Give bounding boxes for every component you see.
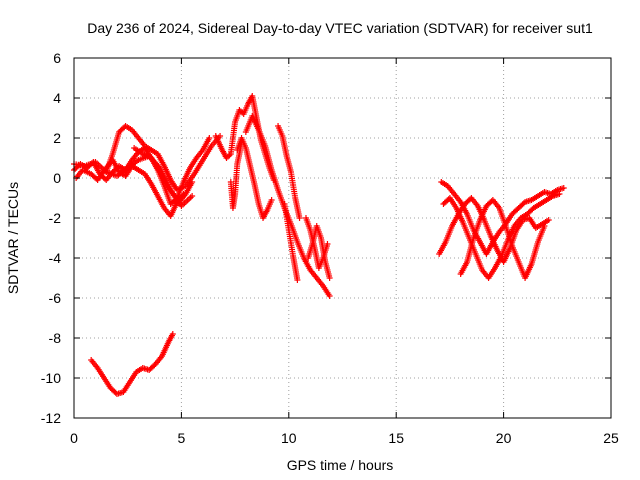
data-point: [296, 215, 303, 221]
data-point: [189, 193, 196, 199]
y-tick-label: 0: [53, 170, 61, 186]
x-tick-label: 15: [388, 430, 404, 446]
axis-ticks: [73, 57, 612, 419]
x-tick-label: 25: [603, 430, 619, 446]
series-track-13: [305, 223, 333, 281]
series-track-11: [281, 201, 301, 283]
x-tick-labels: 0 5 10 15 20 25: [70, 430, 619, 446]
data-point: [326, 275, 333, 281]
y-tick-labels: -12 -10 -8 -6 -4 -2 0 2 4 6: [41, 50, 61, 426]
series-track-16: [440, 191, 563, 281]
y-tick-label: 4: [53, 90, 61, 106]
data-point: [556, 191, 563, 197]
data-point: [268, 197, 275, 203]
y-tick-label: 2: [53, 130, 61, 146]
x-axis-label: GPS time / hours: [287, 457, 394, 473]
y-tick-label: -2: [49, 210, 62, 226]
series-track-18: [457, 197, 548, 281]
series-track-8: [234, 135, 275, 221]
data-point: [294, 277, 301, 283]
y-tick-label: -8: [49, 330, 62, 346]
grid: [74, 58, 611, 418]
x-tick-label: 5: [178, 430, 186, 446]
data-point: [326, 293, 333, 299]
y-tick-label: 6: [53, 50, 61, 66]
series-track-10: [275, 123, 303, 221]
data-markers: [71, 93, 567, 397]
x-tick-label: 20: [496, 430, 512, 446]
x-tick-label: 0: [70, 430, 78, 446]
data-point: [189, 179, 196, 185]
y-tick-label: -6: [49, 290, 62, 306]
data-point: [324, 241, 331, 247]
y-axis-label: SDTVAR / TECUs: [5, 182, 21, 294]
y-tick-label: -4: [49, 250, 62, 266]
data-point: [541, 223, 548, 229]
data-point: [206, 135, 213, 141]
series-track-5: [131, 145, 196, 205]
series-track-14: [88, 331, 176, 397]
data-point: [560, 185, 567, 191]
y-tick-label: -10: [41, 370, 61, 386]
chart-title: Day 236 of 2024, Sidereal Day-to-day VTE…: [87, 20, 593, 36]
x-tick-label: 10: [281, 430, 297, 446]
data-point: [545, 217, 552, 223]
plot-frame: [73, 57, 612, 419]
y-tick-label: -12: [41, 410, 61, 426]
data-point: [169, 331, 176, 337]
